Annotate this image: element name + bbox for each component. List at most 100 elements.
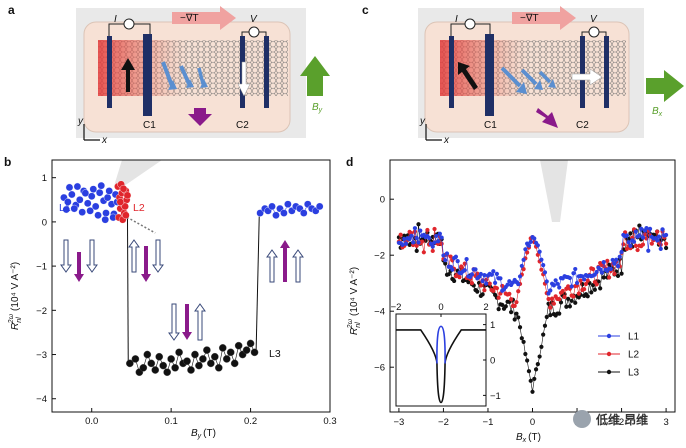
magnet-down-hollow-icon bbox=[152, 239, 164, 273]
axis-y-a: y bbox=[77, 116, 84, 127]
current-source-c-icon bbox=[464, 18, 476, 30]
spin-arrow-up-icon bbox=[121, 58, 135, 92]
c1-label-c: C1 bbox=[484, 120, 497, 131]
plot-d-point-l1 bbox=[610, 257, 615, 263]
plot-b-point-l1-high bbox=[272, 211, 280, 220]
plot-d-point-l1 bbox=[612, 261, 617, 266]
plot-d-point-l3 bbox=[557, 311, 562, 316]
plot-d-point-l2 bbox=[509, 297, 514, 302]
plot-b-point-l3 bbox=[222, 355, 231, 363]
plot-d-point-l1 bbox=[462, 268, 467, 273]
plot-b-point-l3 bbox=[126, 359, 134, 368]
plot-d-point-l3 bbox=[423, 238, 428, 243]
contact-c1-c bbox=[485, 34, 494, 116]
plot-b-point-l3 bbox=[246, 339, 255, 348]
plot-d-point-l3 bbox=[402, 233, 407, 238]
plot-d-point-l2 bbox=[585, 278, 590, 283]
plot-b-point-l1-high bbox=[299, 209, 308, 217]
spin-arrowhead-blue-2-icon bbox=[186, 79, 194, 88]
plot-d-point-l3 bbox=[615, 273, 621, 279]
plot-d-ytick-label: −6 bbox=[374, 363, 385, 374]
plot-d-point-l1 bbox=[601, 259, 606, 265]
axis-icon-c bbox=[425, 124, 442, 141]
plot-b-point-l1 bbox=[95, 188, 104, 197]
plot-b-point-l3 bbox=[151, 366, 160, 374]
plot-b-ytick-label: 1 bbox=[42, 173, 47, 184]
plot-d-point-l2 bbox=[560, 288, 565, 294]
magnet-down-hollow-icon bbox=[60, 239, 72, 273]
plot-d-point-l1 bbox=[517, 274, 523, 279]
magnet-up-hollow-icon bbox=[128, 239, 140, 273]
plot-d-point-l2 bbox=[548, 305, 553, 310]
field-arrow-c-icon bbox=[646, 70, 684, 102]
plot-d-point-l2 bbox=[644, 236, 649, 241]
plot-d-point-l3 bbox=[500, 302, 505, 307]
plot-d-point-l3 bbox=[619, 271, 624, 276]
plot-d-point-l1 bbox=[409, 233, 414, 238]
plot-d-point-l1 bbox=[516, 282, 521, 287]
plot-d-point-l1 bbox=[400, 242, 405, 247]
plot-d-point-l2 bbox=[583, 281, 589, 287]
plot-d-point-l1 bbox=[484, 281, 489, 286]
plot-d-point-l1 bbox=[469, 272, 475, 277]
plot-b-point-l1-high bbox=[315, 202, 324, 211]
plot-d-xtick-label: 3 bbox=[663, 417, 668, 428]
watermark: 低维 昂维 bbox=[573, 410, 648, 428]
plot-d-point-l3 bbox=[628, 231, 633, 236]
plot-b-point-l1 bbox=[105, 187, 113, 195]
plot-d-point-l1 bbox=[599, 270, 605, 275]
plot-d-point-l2 bbox=[494, 286, 499, 291]
spin-arrowhead-blue-3-icon bbox=[200, 79, 208, 88]
plot-d-point-l2 bbox=[578, 278, 583, 283]
plot-d-point-l1 bbox=[444, 251, 450, 256]
plot-d-point-l2 bbox=[655, 229, 660, 234]
plot-d-point-l1 bbox=[637, 233, 642, 238]
contact-c1-a bbox=[143, 34, 152, 116]
plot-b-point-l3 bbox=[143, 350, 152, 359]
plot-d-point-l3 bbox=[525, 358, 530, 363]
contact-c-1 bbox=[449, 36, 454, 108]
plot-b-point-l3 bbox=[195, 361, 203, 370]
plot-d-point-l3 bbox=[566, 296, 571, 301]
field-arrow-a-icon bbox=[300, 56, 330, 96]
plot-b-ytick-label: −4 bbox=[36, 394, 47, 405]
plot-d-point-l1 bbox=[628, 243, 633, 248]
plot-d-point-l2 bbox=[398, 232, 403, 237]
plot-d-point-l2 bbox=[421, 250, 426, 255]
gradient-arrow-a bbox=[172, 6, 236, 30]
plot-b-point-l3 bbox=[226, 348, 235, 357]
plot-d-point-l3 bbox=[542, 323, 548, 328]
plot-d-xtick-label: −2 bbox=[438, 417, 449, 428]
plot-b-point-l1 bbox=[81, 189, 90, 197]
panel-label-c: c bbox=[362, 3, 369, 17]
plot-b-point-l3 bbox=[242, 346, 251, 354]
plot-d-point-l3 bbox=[532, 376, 537, 382]
plot-d-point-l1 bbox=[403, 241, 409, 246]
contact-a-4 bbox=[264, 36, 269, 108]
plot-b-point-l1 bbox=[83, 199, 92, 208]
plot-d-point-l3 bbox=[590, 282, 596, 288]
plot-b-point-l1 bbox=[76, 195, 84, 204]
plot-d-point-l2 bbox=[487, 281, 492, 286]
plot-d-point-l2 bbox=[606, 275, 612, 280]
plot-b-magnet-arrows bbox=[60, 239, 304, 341]
plot-b-point-l3 bbox=[203, 346, 211, 354]
plot-d-point-l3 bbox=[443, 261, 448, 266]
plot-b-point-l1 bbox=[86, 207, 94, 215]
plot-b-xlabel: By (T) bbox=[191, 428, 216, 440]
voltmeter-icon bbox=[248, 26, 260, 38]
plot-d-point-l1 bbox=[658, 246, 663, 251]
plot-b-point-l1 bbox=[101, 215, 110, 224]
plot-d-point-l3 bbox=[537, 354, 542, 359]
plot-d-point-l3 bbox=[452, 278, 457, 284]
plot-b-point-l1-high bbox=[268, 202, 276, 211]
plot-d-point-l2 bbox=[432, 226, 437, 232]
inset-curve-blue bbox=[436, 325, 446, 364]
plot-d-point-l2 bbox=[562, 294, 567, 300]
plot-b-point-l1 bbox=[94, 211, 102, 220]
plot-b-point-l1-high bbox=[284, 200, 292, 209]
plot-b-point-l3 bbox=[214, 363, 223, 372]
plot-b-point-l2 bbox=[123, 191, 132, 200]
force-arrow-a-icon bbox=[188, 108, 212, 126]
axis-icon-a bbox=[83, 124, 100, 141]
